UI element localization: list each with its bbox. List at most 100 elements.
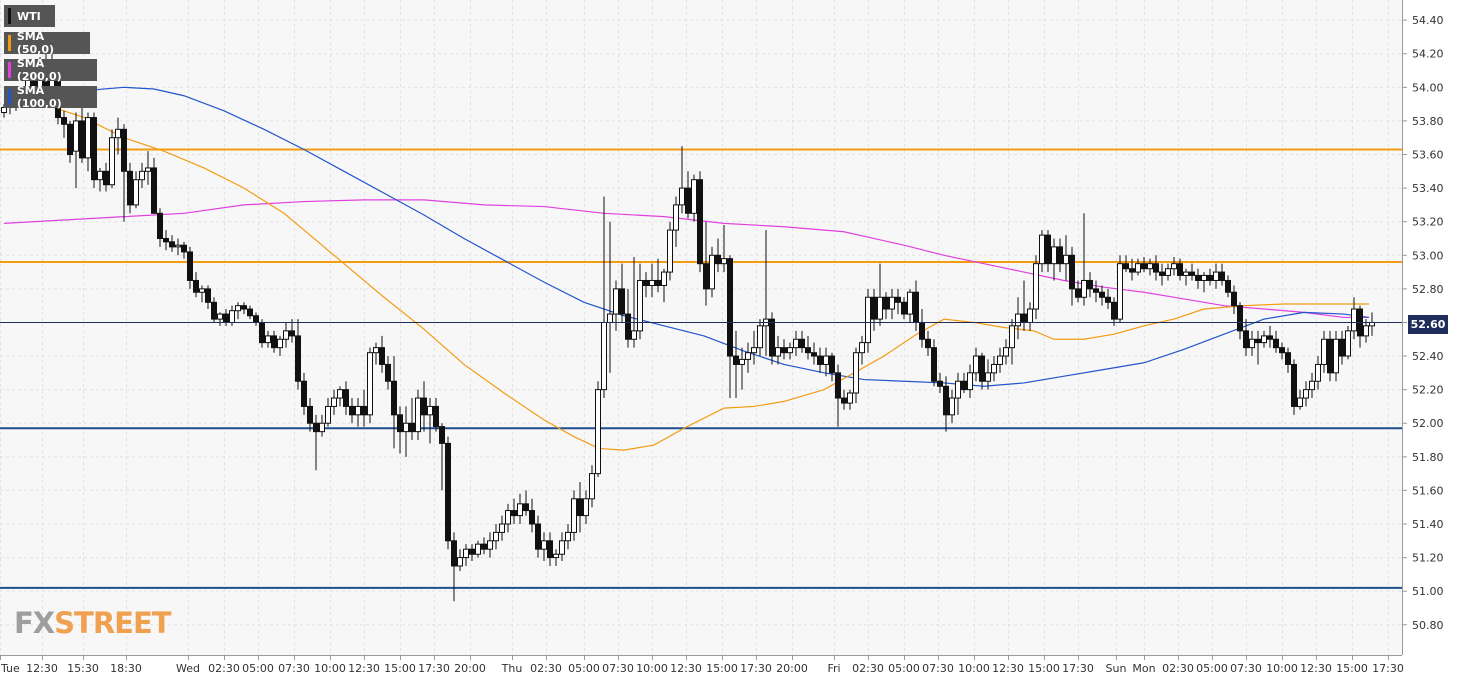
candle-bullish[interactable] [823,355,829,365]
candle-bullish[interactable] [475,543,481,555]
candle-bearish[interactable] [643,279,649,287]
candle-bullish[interactable] [1363,325,1369,337]
candle-bearish[interactable] [703,263,709,290]
candle-bullish[interactable] [265,335,271,344]
candle-bullish[interactable] [607,313,613,323]
candle-bearish[interactable] [799,338,805,349]
candle-bullish[interactable] [775,347,781,357]
candle-bullish[interactable] [949,397,955,416]
candle-bearish[interactable] [901,301,907,315]
candle-bullish[interactable] [217,313,223,320]
candle-bullish[interactable] [787,347,793,354]
candle-bearish[interactable] [385,363,391,382]
candle-bullish[interactable] [355,405,361,416]
candle-bearish[interactable] [247,308,253,317]
candle-bearish[interactable] [547,540,553,559]
candle-bearish[interactable] [451,540,457,567]
candle-bearish[interactable] [193,279,199,293]
candle-bullish[interactable] [1213,271,1219,281]
candle-bearish[interactable] [163,237,169,243]
candle-bearish[interactable] [979,355,985,382]
candle-bullish[interactable] [1303,389,1309,399]
candle-bullish[interactable] [1039,234,1045,265]
candle-bullish[interactable] [865,296,871,344]
candle-bullish[interactable] [1297,397,1303,407]
candle-bearish[interactable] [1021,313,1027,323]
candle-bearish[interactable] [397,414,403,433]
candle-bearish[interactable] [61,117,67,125]
candle-bearish[interactable] [1057,246,1063,265]
legend-item-wti[interactable]: WTI [4,5,55,27]
candle-bullish[interactable] [973,355,979,374]
candle-bearish[interactable] [481,543,487,550]
candle-bearish[interactable] [1255,338,1261,344]
candle-bullish[interactable] [199,288,205,293]
candle-bearish[interactable] [1153,263,1159,273]
candle-bullish[interactable] [997,355,1003,365]
candle-bullish[interactable] [487,540,493,550]
legend-item-sma50[interactable]: SMA (50,0) [4,30,90,56]
candle-bearish[interactable] [1177,263,1183,276]
candle-bullish[interactable] [1003,347,1009,357]
candle-bullish[interactable] [1369,321,1375,327]
candle-bullish[interactable] [139,170,145,181]
candle-bullish[interactable] [283,330,289,340]
candle-bearish[interactable] [253,315,259,323]
candle-bullish[interactable] [1171,263,1177,270]
candle-bullish[interactable] [757,325,763,349]
candle-bearish[interactable] [1273,338,1279,349]
candle-bearish[interactable] [529,510,535,525]
candle-bullish[interactable] [133,179,139,206]
candle-bullish[interactable] [115,128,121,139]
candle-bearish[interactable] [817,355,823,365]
candle-bullish[interactable] [337,389,343,399]
candle-bearish[interactable] [931,347,937,382]
candle-bearish[interactable] [1339,338,1345,357]
candle-bearish[interactable] [1195,274,1201,281]
candle-bullish[interactable] [325,405,331,424]
candle-bullish[interactable] [649,279,655,287]
candle-bearish[interactable] [913,291,919,323]
candle-bearish[interactable] [835,372,841,399]
candle-bullish[interactable] [745,352,751,360]
candle-bearish[interactable] [439,426,445,444]
candle-bullish[interactable] [559,540,565,555]
candle-bearish[interactable] [421,397,427,416]
candle-bearish[interactable] [181,244,187,253]
candle-bullish[interactable] [145,167,151,172]
candle-bearish[interactable] [925,338,931,349]
candle-bullish[interactable] [541,540,547,550]
candle-bullish[interactable] [859,342,865,354]
candle-bearish[interactable] [1267,335,1273,340]
candle-bearish[interactable] [1237,305,1243,332]
candle-bullish[interactable] [553,553,559,559]
candle-bearish[interactable] [307,405,313,424]
candle-bullish[interactable] [85,117,91,159]
candle-bearish[interactable] [655,279,661,287]
candle-bearish[interactable] [1141,263,1147,270]
candle-bullish[interactable] [1033,263,1039,310]
candle-bearish[interactable] [445,442,451,542]
legend-item-sma100[interactable]: SMA (100,0) [4,84,97,110]
candle-bullish[interactable] [1201,274,1207,281]
candle-bearish[interactable] [805,347,811,354]
candle-bearish[interactable] [1069,254,1075,290]
candle-bullish[interactable] [1183,271,1189,276]
candle-bearish[interactable] [121,128,127,172]
candle-bullish[interactable] [907,291,913,315]
candle-bullish[interactable] [955,380,961,399]
candle-bullish[interactable] [991,363,997,374]
candle-bearish[interactable] [1279,347,1285,354]
candle-bullish[interactable] [1351,308,1357,332]
candle-bullish[interactable] [1147,263,1153,270]
candle-bearish[interactable] [295,335,301,382]
candle-bullish[interactable] [319,422,325,433]
candle-bullish[interactable] [499,523,505,533]
candle-bearish[interactable] [241,305,247,310]
candle-bearish[interactable] [79,120,85,159]
candle-bullish[interactable] [457,557,463,567]
candle-bearish[interactable] [1285,352,1291,365]
candle-bullish[interactable] [1081,279,1087,298]
candle-bearish[interactable] [157,212,163,239]
candle-bearish[interactable] [187,251,193,281]
